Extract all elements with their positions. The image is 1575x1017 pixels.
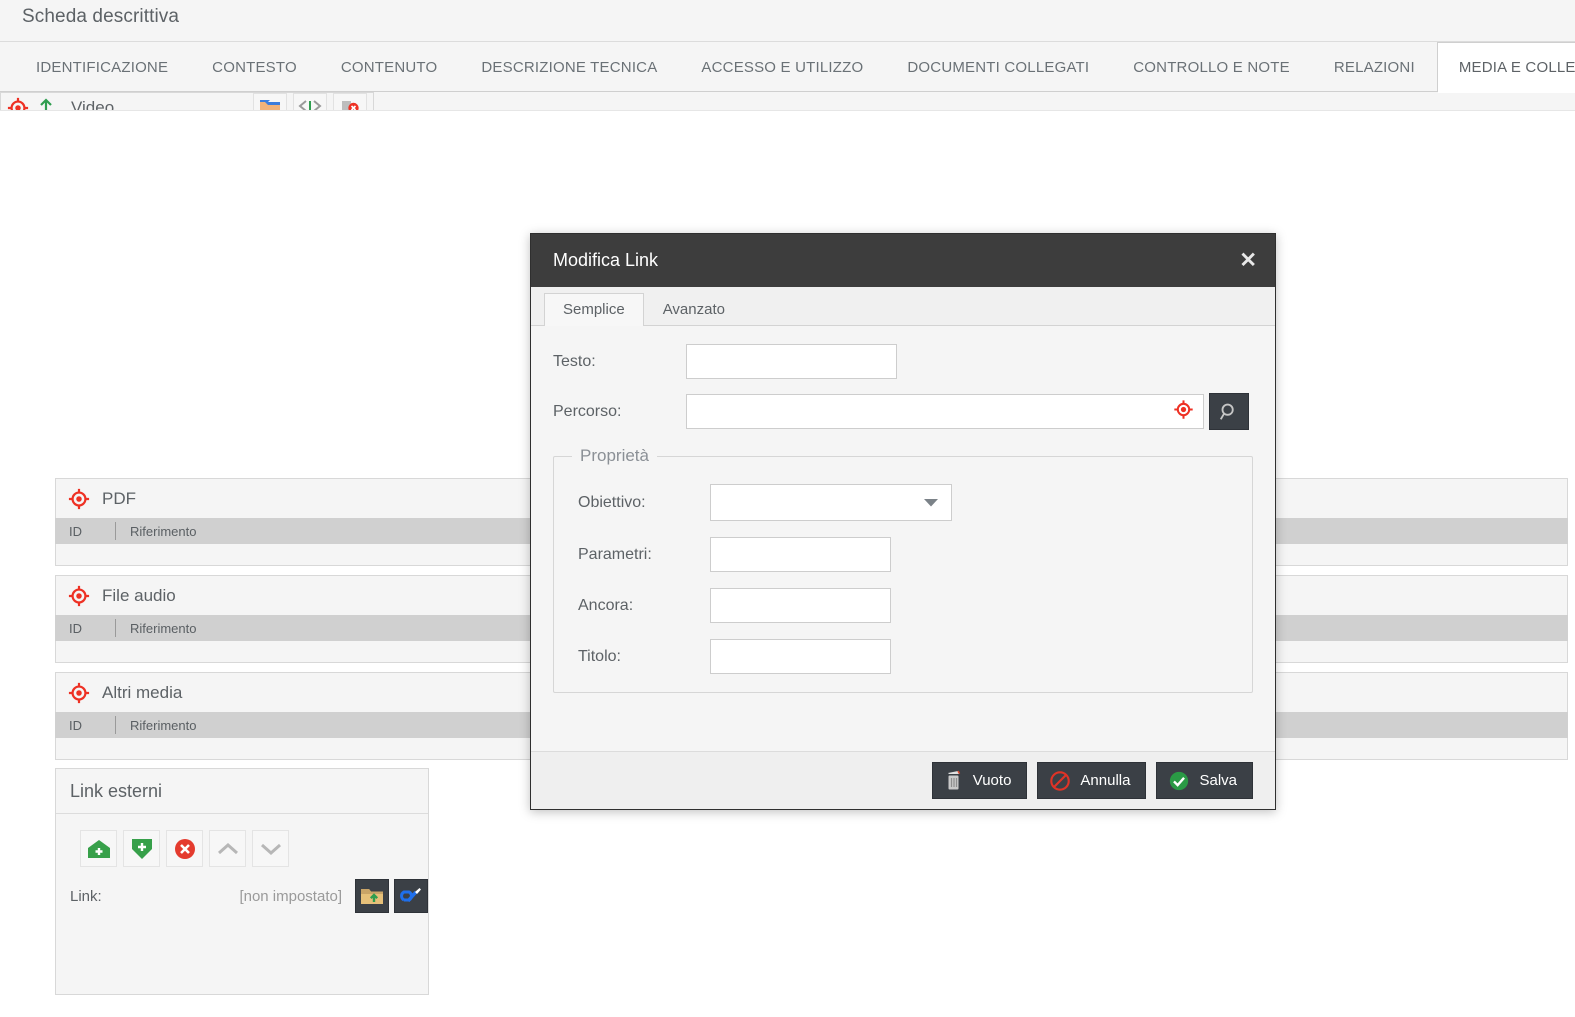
parametri-row: Parametri: <box>554 537 1252 572</box>
tab-identificazione[interactable]: IDENTIFICAZIONE <box>14 42 190 92</box>
dialog-header: Modifica Link ✕ <box>531 234 1275 287</box>
dialog-body: Testo: Percorso: <box>531 326 1275 745</box>
percorso-label: Percorso: <box>553 402 622 420</box>
annulla-button[interactable]: Annulla <box>1037 762 1147 799</box>
ancora-input[interactable] <box>710 588 891 623</box>
trash-icon <box>944 770 964 792</box>
tab-contesto[interactable]: CONTESTO <box>190 42 319 92</box>
tab-label: CONTESTO <box>212 59 297 76</box>
title-divider <box>0 41 1575 42</box>
proprieta-legend: Proprietà <box>580 446 649 465</box>
titolo-row: Titolo: <box>554 639 1252 674</box>
close-icon[interactable]: ✕ <box>1239 249 1257 272</box>
links-panel: Link esterni <box>55 768 429 995</box>
dialog-footer: Vuoto Annulla Salva <box>531 751 1275 809</box>
target-icon <box>68 488 90 510</box>
tab-media-e-collegamenti[interactable]: MEDIA E COLLEGAMENTI <box>1436 42 1575 93</box>
dialog-title: Modifica Link <box>553 250 659 270</box>
tab-label: Semplice <box>563 301 625 318</box>
salva-button[interactable]: Salva <box>1156 762 1253 799</box>
column-header-riferimento: Riferimento <box>130 717 197 733</box>
tabbar <box>0 42 1575 92</box>
column-divider <box>115 619 116 637</box>
column-header-id: ID <box>69 717 82 733</box>
tab-descrizione-tecnica[interactable]: DESCRIZIONE TECNICA <box>459 42 679 92</box>
delete-circle-icon[interactable] <box>166 830 203 867</box>
tab-label: IDENTIFICAZIONE <box>36 59 169 76</box>
media-section-title: File audio <box>102 585 176 605</box>
add-shield-icon[interactable] <box>123 830 160 867</box>
target-icon <box>68 585 90 607</box>
video-panel: Video <box>0 92 1575 1017</box>
tab-relazioni[interactable]: RELAZIONI <box>1312 42 1437 92</box>
tab-label: DOCUMENTI COLLEGATI <box>907 59 1090 76</box>
tab-semplice[interactable]: Semplice <box>544 293 644 326</box>
tab-documenti-collegati[interactable]: DOCUMENTI COLLEGATI <box>885 42 1111 92</box>
column-header-id: ID <box>69 523 82 539</box>
parametri-input[interactable] <box>710 537 891 572</box>
link-value: [non impostato] <box>239 887 342 905</box>
button-label: Salva <box>1199 772 1237 789</box>
obiettivo-label: Obiettivo: <box>578 493 646 511</box>
chevron-up-icon[interactable] <box>209 830 246 867</box>
obiettivo-select[interactable] <box>710 484 952 521</box>
tab-label: CONTENUTO <box>340 59 438 76</box>
tab-label: ACCESSO E UTILIZZO <box>701 59 864 76</box>
ancora-row: Ancora: <box>554 588 1252 623</box>
vuoto-button[interactable]: Vuoto <box>931 762 1028 799</box>
edit-link-icon[interactable] <box>394 879 428 913</box>
tab-label: RELAZIONI <box>1333 59 1415 76</box>
chevron-down-icon[interactable] <box>252 830 289 867</box>
links-toolbar <box>56 814 428 867</box>
tab-avanzato[interactable]: Avanzato <box>644 293 744 326</box>
target-icon <box>68 682 90 704</box>
testo-label: Testo: <box>553 352 596 370</box>
tab-label: Avanzato <box>662 301 725 318</box>
tabbar-divider <box>0 91 1575 92</box>
add-home-icon[interactable] <box>80 830 117 867</box>
column-header-id: ID <box>69 620 82 636</box>
column-header-riferimento: Riferimento <box>130 523 197 539</box>
tab-label: CONTROLLO E NOTE <box>1133 59 1290 76</box>
tab-contenuto[interactable]: CONTENUTO <box>319 42 460 92</box>
link-row: Link: [non impostato] <box>56 867 428 913</box>
titolo-label: Titolo: <box>578 647 621 665</box>
page-title: Scheda descrittiva <box>22 6 180 27</box>
check-icon <box>1168 770 1190 792</box>
ancora-label: Ancora: <box>578 596 634 614</box>
cancel-icon <box>1049 770 1071 792</box>
button-label: Vuoto <box>972 772 1012 789</box>
column-divider <box>115 716 116 734</box>
main-tabs: IDENTIFICAZIONE CONTESTO CONTENUTO DESCR… <box>14 42 1575 93</box>
tab-controllo-e-note[interactable]: CONTROLLO E NOTE <box>1111 42 1312 92</box>
percorso-row: Percorso: <box>553 393 1253 430</box>
percorso-input-wrap <box>686 394 1204 429</box>
titolo-input[interactable] <box>710 639 891 674</box>
dialog-tabs: Semplice Avanzato <box>531 287 1275 326</box>
search-icon[interactable] <box>1209 393 1249 430</box>
media-section-title: PDF <box>102 488 136 508</box>
tab-label: MEDIA E COLLEGAMENTI <box>1458 59 1575 76</box>
parametri-label: Parametri: <box>578 545 652 563</box>
column-header-riferimento: Riferimento <box>130 620 197 636</box>
button-label: Annulla <box>1080 772 1131 789</box>
percorso-input[interactable] <box>686 394 1204 429</box>
folder-upload-icon[interactable] <box>355 879 389 913</box>
tab-accesso-e-utilizzo[interactable]: ACCESSO E UTILIZZO <box>679 42 885 92</box>
testo-input[interactable] <box>686 344 897 379</box>
obiettivo-row: Obiettivo: <box>554 484 1252 521</box>
link-label: Link: <box>70 887 102 905</box>
chevron-down-icon <box>923 498 939 508</box>
media-section-title: Altri media <box>102 682 183 702</box>
links-panel-title: Link esterni <box>70 780 163 801</box>
modifica-link-dialog: Modifica Link ✕ Semplice Avanzato Testo:… <box>530 233 1276 810</box>
proprieta-fieldset: Proprietà Obiettivo: Parametri: Ancor <box>553 446 1253 693</box>
tab-label: DESCRIZIONE TECNICA <box>481 59 658 76</box>
links-panel-header: Link esterni <box>56 769 428 814</box>
column-divider <box>115 522 116 540</box>
testo-row: Testo: <box>553 344 1253 379</box>
